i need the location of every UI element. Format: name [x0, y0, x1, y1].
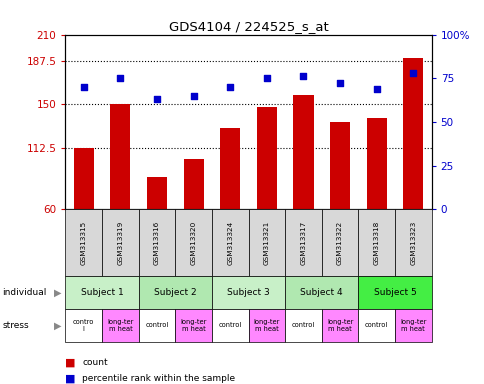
Text: GSM313324: GSM313324 — [227, 221, 233, 265]
Bar — [293, 95, 313, 209]
Bar — [366, 118, 386, 209]
Text: Subject 5: Subject 5 — [373, 288, 416, 297]
Text: GSM313321: GSM313321 — [263, 221, 269, 265]
Bar — [220, 128, 240, 209]
Text: GSM313315: GSM313315 — [81, 221, 87, 265]
Text: individual: individual — [2, 288, 46, 297]
Text: long-ter
m heat: long-ter m heat — [107, 319, 133, 332]
Text: Subject 1: Subject 1 — [80, 288, 123, 297]
Text: stress: stress — [2, 321, 29, 330]
Text: GSM313318: GSM313318 — [373, 221, 379, 265]
Text: control: control — [145, 323, 168, 328]
Point — [372, 86, 380, 92]
Title: GDS4104 / 224525_s_at: GDS4104 / 224525_s_at — [168, 20, 328, 33]
Text: Subject 3: Subject 3 — [227, 288, 270, 297]
Bar — [183, 159, 203, 209]
Bar — [74, 148, 94, 209]
Text: Subject 4: Subject 4 — [300, 288, 342, 297]
Text: ▶: ▶ — [53, 288, 61, 298]
Text: Subject 2: Subject 2 — [154, 288, 196, 297]
Text: contro
l: contro l — [73, 319, 94, 332]
Text: GSM313317: GSM313317 — [300, 221, 306, 265]
Bar — [110, 104, 130, 209]
Text: GSM313323: GSM313323 — [409, 221, 415, 265]
Point — [226, 84, 234, 90]
Text: long-ter
m heat: long-ter m heat — [326, 319, 352, 332]
Text: GSM313320: GSM313320 — [190, 221, 196, 265]
Point — [80, 84, 88, 90]
Text: control: control — [364, 323, 388, 328]
Text: count: count — [82, 358, 108, 367]
Point — [262, 75, 270, 81]
Bar — [402, 58, 423, 209]
Text: ■: ■ — [65, 373, 76, 383]
Text: control: control — [291, 323, 315, 328]
Text: GSM313316: GSM313316 — [154, 221, 160, 265]
Text: GSM313322: GSM313322 — [336, 221, 342, 265]
Point — [335, 80, 343, 86]
Text: percentile rank within the sample: percentile rank within the sample — [82, 374, 235, 383]
Point — [116, 75, 124, 81]
Text: GSM313319: GSM313319 — [117, 221, 123, 265]
Text: long-ter
m heat: long-ter m heat — [180, 319, 206, 332]
Point — [153, 96, 161, 102]
Point — [408, 70, 416, 76]
Text: long-ter
m heat: long-ter m heat — [253, 319, 279, 332]
Bar — [329, 122, 349, 209]
Text: ■: ■ — [65, 358, 76, 368]
Text: long-ter
m heat: long-ter m heat — [399, 319, 425, 332]
Bar — [147, 177, 167, 209]
Bar — [256, 107, 276, 209]
Text: ▶: ▶ — [53, 320, 61, 331]
Text: control: control — [218, 323, 242, 328]
Point — [189, 93, 197, 99]
Point — [299, 73, 307, 79]
